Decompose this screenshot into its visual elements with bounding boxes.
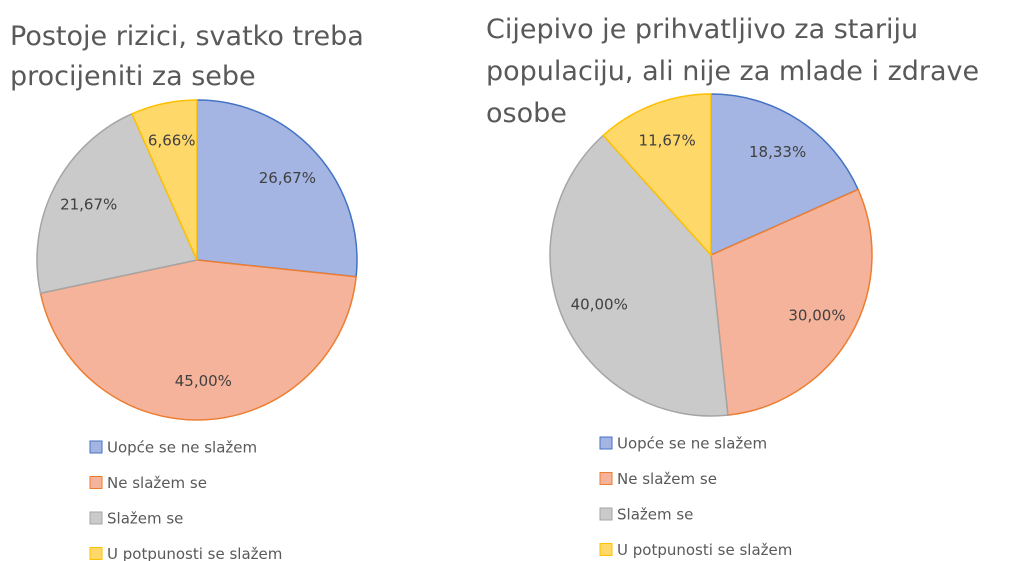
chart-title: procijeniti za sebe — [10, 61, 256, 92]
legend-swatch — [599, 472, 613, 485]
legend-swatch — [89, 511, 103, 525]
legend-swatch — [599, 507, 613, 521]
data-label: 30,00% — [788, 307, 845, 325]
chart-title: osobe — [486, 98, 567, 129]
chart-title: Cijepivo je prihvatljivo za stariju — [486, 14, 918, 45]
legend-swatch — [599, 436, 613, 450]
pie-slice — [710, 93, 860, 257]
pie-slice — [196, 99, 358, 278]
pie-slice — [602, 93, 712, 257]
legend-swatch — [599, 543, 613, 556]
pie-slice — [549, 134, 729, 417]
legend-swatch — [89, 476, 103, 489]
data-label: 40,00% — [571, 295, 628, 313]
pie-slice — [130, 99, 198, 261]
data-label: 18,33% — [749, 143, 806, 161]
legend-label: Slažem se — [107, 510, 183, 528]
pie-slice — [710, 188, 873, 416]
pie-slice — [39, 259, 357, 421]
chart-title: populaciju, ali nije za mlade i zdrave — [486, 56, 979, 87]
legend-swatch — [89, 547, 103, 560]
legend-label: Uopće se ne slažem — [107, 439, 257, 457]
data-label: 26,67% — [259, 169, 316, 187]
legend-label: U potpunosti se slažem — [617, 541, 792, 559]
data-label: 6,66% — [148, 132, 196, 150]
data-label: 21,67% — [60, 195, 117, 213]
legend-label: Uopće se ne slažem — [617, 435, 767, 453]
legend-label: Ne slažem se — [107, 474, 207, 492]
data-label: 45,00% — [175, 372, 232, 390]
legend-label: Ne slažem se — [617, 470, 717, 488]
legend-label: U potpunosti se slažem — [107, 545, 282, 561]
legend-label: Slažem se — [617, 506, 693, 524]
data-label: 11,67% — [639, 131, 696, 149]
chart-title: Postoje rizici, svatko treba — [10, 21, 364, 52]
legend-swatch — [89, 440, 103, 454]
pie-slice — [36, 112, 199, 295]
